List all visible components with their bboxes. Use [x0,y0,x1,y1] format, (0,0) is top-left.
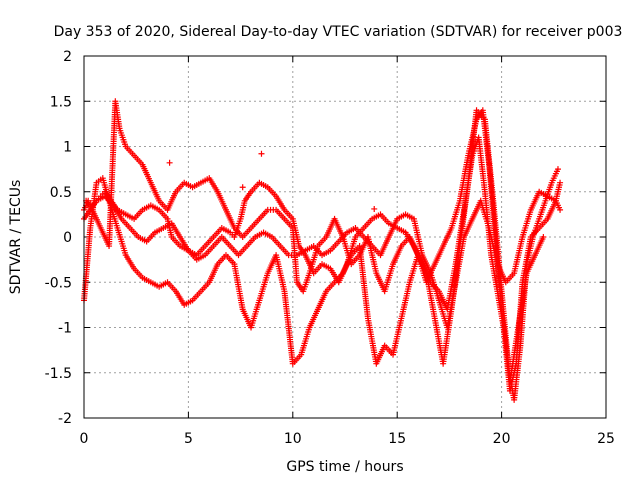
x-tick-label: 10 [284,431,302,447]
y-tick-label: 1.5 [50,94,72,110]
y-axis-label: SDTVAR / TECUs [8,180,24,295]
data-point [557,179,564,186]
data-point [557,206,564,213]
x-tick-label: 0 [80,431,89,447]
x-tick-label: 15 [388,431,406,447]
data-points [81,98,564,403]
y-tick-label: 0.5 [50,185,72,201]
data-point [540,234,547,240]
y-tick-label: 0 [63,230,72,246]
tick-labels: 0 5 10 15 20 25 -2 -1.5 -1 -0.5 0 0.5 1 1.5 2 [45,49,615,447]
plot-frame [83,55,607,419]
data-point-outlier [239,184,246,191]
chart-title: Day 353 of 2020, Sidereal Day-to-day VTE… [54,24,623,40]
y-tick-label: 2 [63,49,72,65]
x-axis-label: GPS time / hours [286,459,403,475]
y-tick-label: 1 [63,140,72,156]
data-point-outlier [258,150,265,157]
x-tick-label: 5 [184,431,193,447]
x-tick-label: 20 [493,431,511,447]
y-tick-label: -2 [58,411,72,427]
x-tick-label: 25 [597,431,615,447]
data-point-outlier [166,159,173,166]
gridlines [84,56,606,418]
data-point [554,166,561,173]
y-tick-label: -1.5 [45,366,72,382]
y-tick-label: -0.5 [45,275,72,291]
y-tick-label: -1 [58,321,72,337]
data-point-outlier [371,205,378,212]
